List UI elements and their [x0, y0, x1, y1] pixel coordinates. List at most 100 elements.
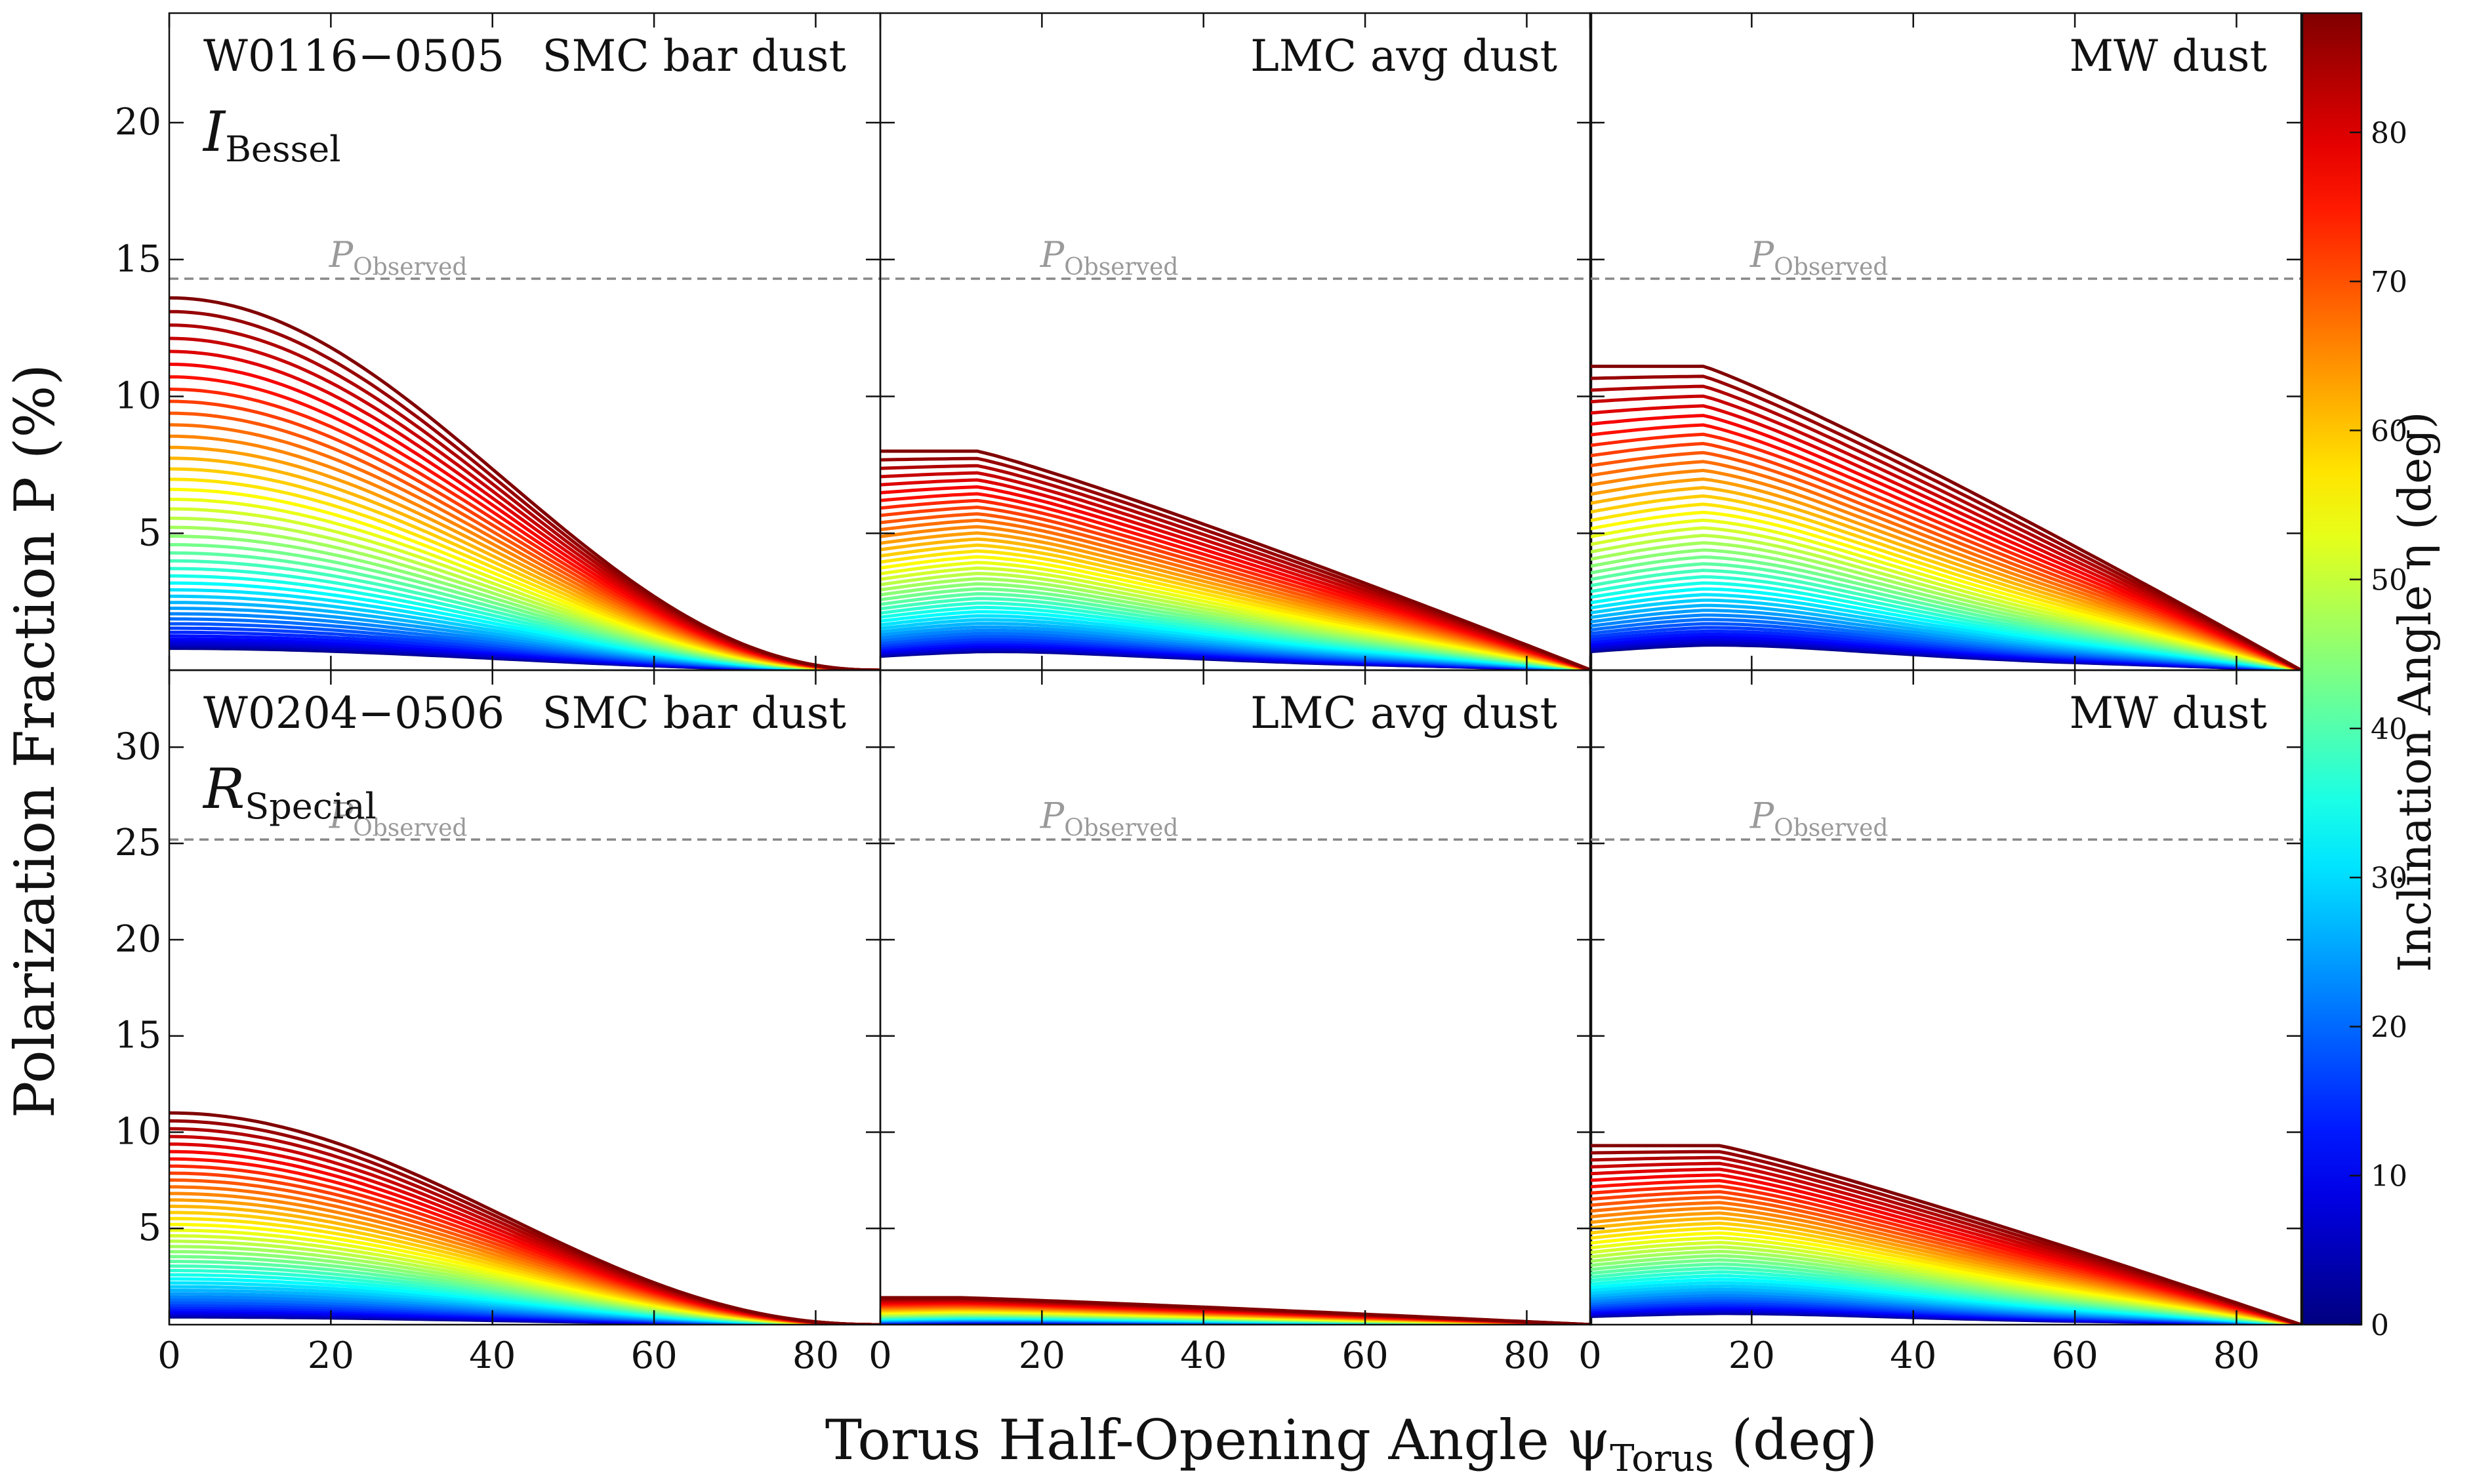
- series-line: [880, 1296, 1591, 1325]
- band-label: IBessel: [202, 100, 340, 170]
- series-line: [1590, 502, 2301, 670]
- series-line: [169, 296, 880, 670]
- panel-5: PObserved 0 20 40 60 80 LMC avg dust: [869, 669, 1593, 1377]
- series-line: [1590, 451, 2301, 670]
- x-tick-label: 40: [469, 1334, 516, 1377]
- series-line: [1590, 486, 2301, 670]
- x-tick-label: 80: [792, 1334, 839, 1377]
- x-tick-label: 60: [2051, 1334, 2098, 1377]
- series-line: [1590, 423, 2301, 670]
- dust-model-label: SMC bar dust: [542, 31, 846, 81]
- series-line: [1590, 404, 2301, 670]
- series-line: [880, 471, 1591, 670]
- object-label: W0204−0506: [203, 688, 504, 738]
- observed-label: PObserved: [329, 234, 468, 281]
- x-tick-label: 0: [869, 1334, 892, 1377]
- panel-2: PObserved LMC avg dust: [879, 12, 1593, 672]
- curve-group: [169, 296, 880, 670]
- x-tick-label: 40: [1890, 1334, 1936, 1377]
- observed-label: PObserved: [1040, 234, 1179, 281]
- y-tick-label: 5: [138, 511, 161, 554]
- panel-6: PObserved 0 20 40 60 80 MW dust: [1578, 669, 2302, 1377]
- curve-group: [880, 449, 1591, 670]
- x-tick-label: 20: [1728, 1334, 1775, 1377]
- observed-label: PObserved: [1749, 234, 1889, 281]
- colorbar-tick-label: 10: [2371, 1160, 2407, 1193]
- series-line: [880, 464, 1591, 670]
- colorbar-tick-label: 40: [2371, 713, 2407, 746]
- y-tick-label: 10: [115, 375, 161, 418]
- panel-frame: [879, 669, 1593, 1326]
- y-tick-label: 25: [115, 822, 161, 864]
- observed-label: PObserved: [1040, 795, 1179, 841]
- panels: PObserved 5 10 15 20 SMC bar dust W0116−0505 IB…: [115, 12, 2302, 1377]
- x-tick-label: 80: [2213, 1334, 2260, 1377]
- series-line: [880, 456, 1591, 670]
- series-line: [1590, 365, 2301, 670]
- x-tick-label: 20: [1019, 1334, 1065, 1377]
- object-label: W0116−0505: [203, 31, 504, 81]
- y-axis-label: Polarization Fraction P (%): [3, 364, 67, 1118]
- colorbar-tick-label: 60: [2371, 414, 2407, 448]
- curve-group: [169, 1111, 880, 1325]
- series-line: [1590, 394, 2301, 670]
- x-tick-label: 0: [157, 1334, 181, 1377]
- x-axis-label-sub: Torus: [1610, 1437, 1713, 1480]
- colorbar-tick-label: 70: [2371, 266, 2407, 299]
- band-label: RSpecial: [202, 757, 377, 827]
- colorbar-label: Inclination Angle η (deg): [2390, 412, 2442, 973]
- y-tick-label: 30: [115, 725, 161, 768]
- x-tick-label: 40: [1180, 1334, 1227, 1377]
- x-axis-label-main: Torus Half-Opening Angle ψ: [825, 1408, 1610, 1472]
- panel-4: PObserved 0 20 40 60 80 5 10 15 20 25 30 SMC bar dus…: [115, 669, 882, 1377]
- panel-3: PObserved MW dust: [1589, 12, 2302, 672]
- colorbar-tick-label: 50: [2371, 564, 2407, 597]
- colorbar-tick-label: 80: [2371, 117, 2407, 150]
- series-line: [880, 449, 1591, 670]
- x-tick-label: 0: [1578, 1334, 1602, 1377]
- y-tick-label: 5: [138, 1207, 161, 1249]
- series-line: [1590, 374, 2301, 670]
- panel-frame: [1589, 669, 2302, 1326]
- series-line: [1590, 441, 2301, 670]
- series-line: [1590, 494, 2301, 670]
- dust-model-label: SMC bar dust: [542, 688, 846, 738]
- x-tick-label: 20: [308, 1334, 354, 1377]
- series-line: [1590, 384, 2301, 670]
- y-tick-label: 20: [115, 101, 161, 144]
- series-line: [1590, 518, 2301, 670]
- colorbar-tick-label: 30: [2371, 862, 2407, 895]
- colorbar-tick-label: 20: [2371, 1011, 2407, 1044]
- x-tick-label: 80: [1503, 1334, 1550, 1377]
- dust-model-label: LMC avg dust: [1250, 31, 1557, 81]
- series-line: [1590, 414, 2301, 670]
- panel-1: PObserved 5 10 15 20 SMC bar dust W0116−0505 IB…: [115, 12, 882, 672]
- curve-group: [880, 1296, 1591, 1325]
- x-axis-label-unit: (deg): [1714, 1408, 1878, 1472]
- curve-group: [1590, 365, 2301, 670]
- observed-label: PObserved: [1749, 795, 1889, 841]
- x-axis-label: Torus Half-Opening Angle ψTorus (deg): [825, 1408, 1877, 1480]
- dust-model-label: MW dust: [2069, 688, 2267, 738]
- series-line: [1590, 468, 2301, 670]
- dust-model-label: MW dust: [2069, 31, 2267, 81]
- observed-label: PObserved: [329, 795, 468, 841]
- series-line: [1590, 460, 2301, 670]
- colorbar-tick-label: 0: [2371, 1309, 2389, 1342]
- series-line: [1590, 1144, 2301, 1325]
- colorbar: 0 10 20 30 40 50 60 70 80: [2301, 12, 2407, 1342]
- colorbar-gradient: [2301, 12, 2363, 1326]
- series-line: [169, 1111, 880, 1325]
- curve-group: [1590, 1144, 2301, 1325]
- series-line: [1590, 432, 2301, 670]
- dust-model-label: LMC avg dust: [1250, 688, 1557, 738]
- series-line: [1590, 510, 2301, 670]
- series-line: [1590, 477, 2301, 670]
- y-tick-label: 15: [115, 238, 161, 281]
- y-tick-label: 20: [115, 918, 161, 961]
- x-tick-label: 60: [630, 1334, 677, 1377]
- y-tick-label: 15: [115, 1014, 161, 1057]
- y-tick-label: 10: [115, 1110, 161, 1153]
- x-tick-label: 60: [1341, 1334, 1388, 1377]
